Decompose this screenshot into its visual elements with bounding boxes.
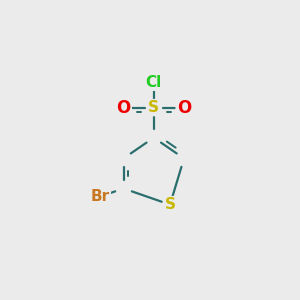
Text: S: S xyxy=(164,197,175,212)
Text: Cl: Cl xyxy=(146,75,162,90)
Text: O: O xyxy=(177,99,191,117)
Text: S: S xyxy=(148,100,159,115)
Text: O: O xyxy=(116,99,131,117)
Text: Br: Br xyxy=(91,189,110,204)
